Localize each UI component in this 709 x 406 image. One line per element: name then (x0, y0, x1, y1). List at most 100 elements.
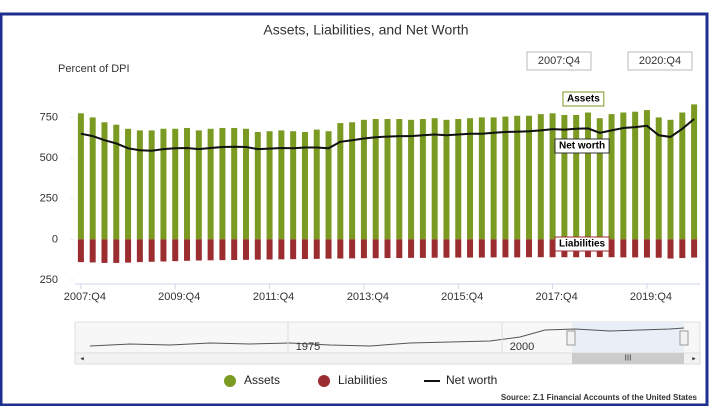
bar (337, 123, 344, 240)
scrollbar-grip[interactable]: III (625, 354, 632, 363)
bar (195, 239, 202, 261)
x-tick-label: 2007:Q4 (64, 291, 106, 303)
bar (278, 130, 285, 240)
bar (313, 239, 320, 259)
annotation-box (554, 236, 610, 252)
bar (620, 239, 627, 258)
source: Source: Z.1 Financial Accounts of the Un… (501, 393, 698, 402)
bar (455, 119, 462, 240)
bar (136, 239, 143, 263)
legend-label[interactable]: Liabilities (338, 373, 387, 387)
navigator-label: 1975 (296, 341, 320, 353)
bar (290, 131, 297, 240)
bar (184, 239, 191, 261)
bar (431, 239, 438, 258)
bar (396, 119, 403, 240)
bar (502, 116, 509, 240)
range-input[interactable] (526, 51, 592, 71)
navigator-selection[interactable] (572, 322, 684, 353)
bar (349, 122, 356, 240)
bar (584, 112, 591, 240)
range-input[interactable] (627, 51, 693, 71)
navigator-line (89, 327, 685, 347)
bar (148, 130, 155, 240)
annotation: Net worth (559, 141, 605, 152)
range-input-text[interactable]: 2020:Q4 (639, 55, 681, 67)
bar (643, 110, 650, 240)
bar (526, 239, 533, 258)
navigator-label: 2000 (510, 341, 534, 353)
bar (667, 239, 674, 259)
bar (691, 104, 698, 240)
bar (360, 239, 367, 259)
bar (301, 132, 308, 240)
y-tick-label: 0 (52, 233, 58, 245)
bar (266, 131, 273, 240)
x-tick-label: 2015:Q4 (441, 291, 483, 303)
x-tick-label: 2017:Q4 (535, 291, 577, 303)
bar (608, 114, 615, 240)
legend-label[interactable]: Assets (244, 373, 280, 387)
bar (325, 131, 332, 240)
navigator-handle[interactable] (679, 330, 689, 346)
bar (408, 119, 415, 240)
bar (101, 239, 108, 263)
bar (632, 111, 639, 240)
bar (266, 239, 273, 260)
bar (691, 239, 698, 258)
bar (101, 122, 108, 240)
bar (443, 119, 450, 240)
bar (537, 114, 544, 240)
bar (467, 239, 474, 258)
bar (502, 239, 509, 258)
bar (620, 112, 627, 240)
bar (384, 119, 391, 240)
chart-title: Assets, Liabilities, and Net Worth (263, 22, 468, 38)
bar (313, 129, 320, 240)
bar (419, 119, 426, 240)
bar (242, 239, 249, 260)
bar (301, 239, 308, 260)
bar (372, 119, 379, 240)
bar (372, 239, 379, 259)
bar (89, 117, 96, 240)
bar (172, 239, 179, 262)
bar (184, 127, 191, 240)
scroll-right[interactable]: ▸ (692, 355, 696, 362)
navigator-handle[interactable] (566, 330, 576, 346)
bar (278, 239, 285, 260)
bar (596, 118, 603, 240)
bar (443, 239, 450, 258)
scrollbar[interactable] (74, 352, 701, 365)
annotation: Liabilities (559, 239, 606, 250)
bar (290, 239, 297, 260)
bar (549, 239, 556, 258)
y-axis-label: Percent of DPI (58, 63, 130, 75)
bar (231, 127, 238, 240)
legend-symbol (318, 375, 330, 387)
bar (655, 239, 662, 258)
scroll-left[interactable]: ◂ (80, 355, 84, 362)
range-input-text[interactable]: 2007:Q4 (538, 55, 580, 67)
y-tick-label: 250 (40, 274, 58, 286)
bar (537, 239, 544, 258)
bar (514, 115, 521, 240)
bar (490, 117, 497, 240)
bar (467, 118, 474, 240)
bar (148, 239, 155, 262)
bar (207, 128, 214, 240)
x-tick-label: 2011:Q4 (253, 291, 294, 303)
bar (455, 239, 462, 258)
x-tick-label: 2019:Q4 (630, 291, 672, 303)
bar (561, 114, 568, 240)
bar (325, 239, 332, 259)
bar (77, 239, 84, 263)
legend-label[interactable]: Net worth (446, 373, 497, 387)
bar (136, 130, 143, 240)
bar (360, 119, 367, 240)
annotation: Assets (567, 94, 600, 105)
bar (679, 239, 686, 259)
bar (207, 239, 214, 261)
scrollbar-thumb[interactable] (572, 353, 684, 364)
bar (219, 127, 226, 240)
